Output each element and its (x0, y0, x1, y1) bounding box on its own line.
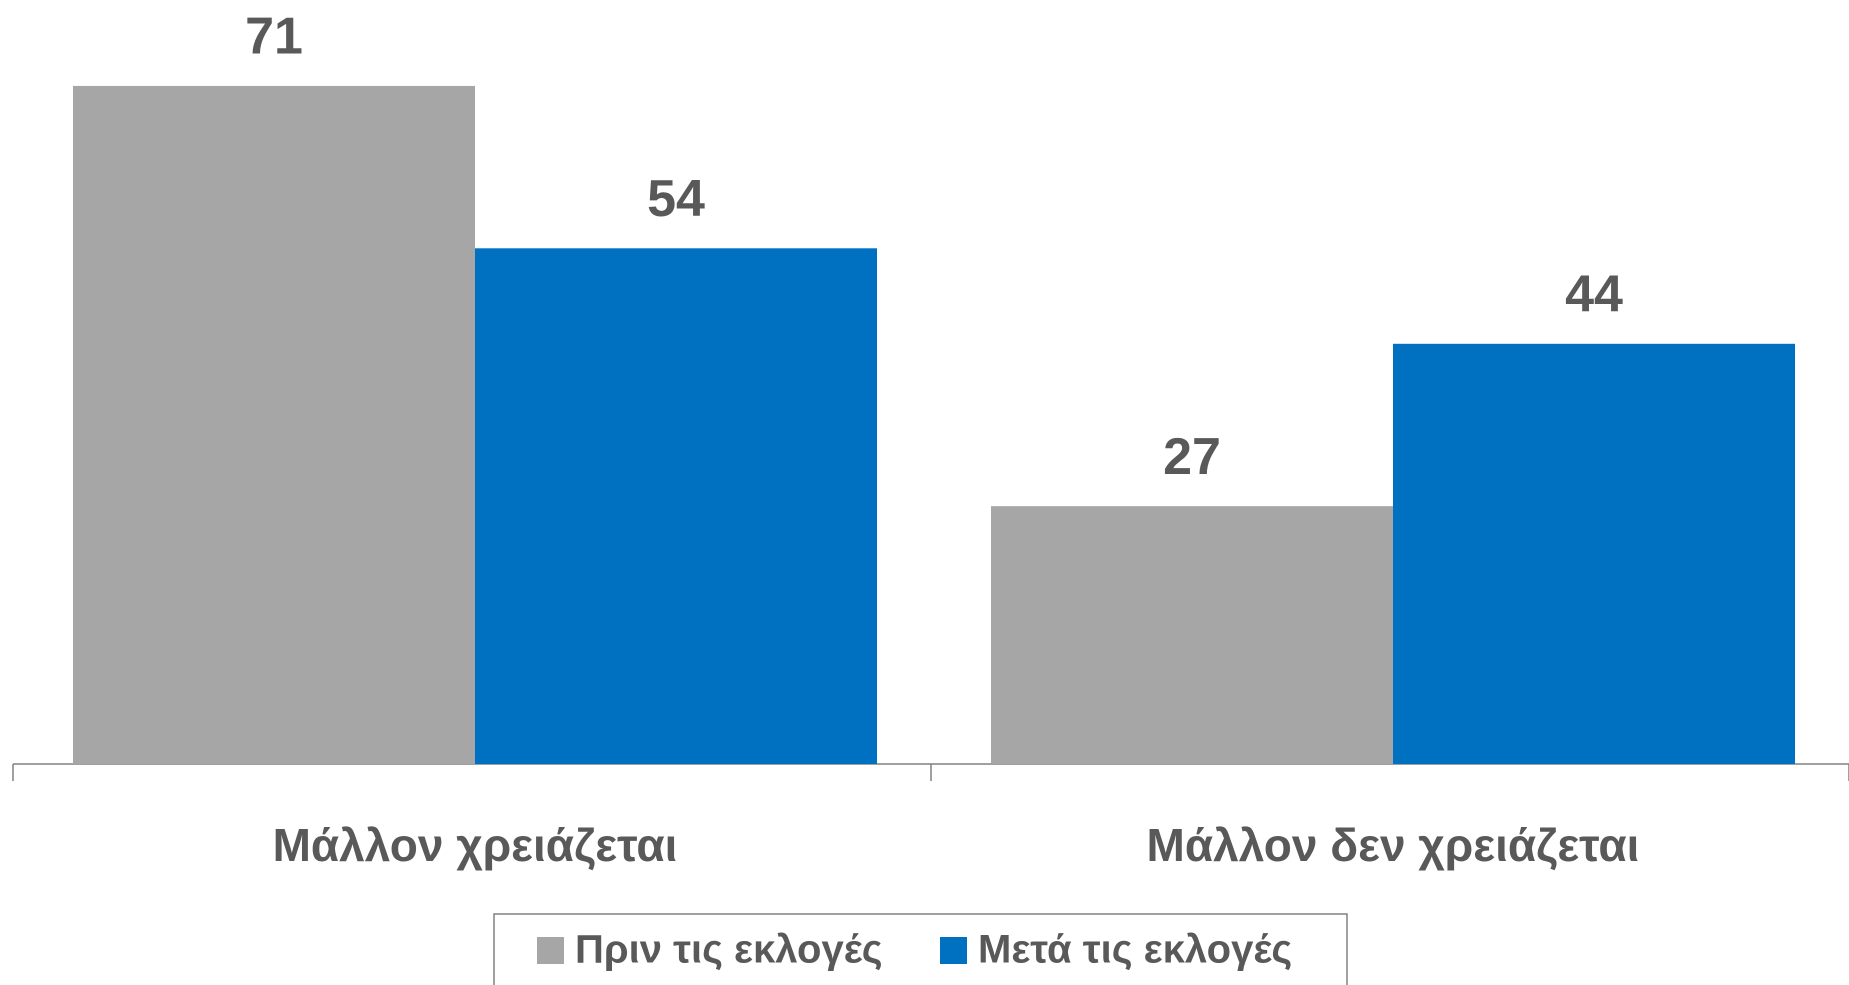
x-tick-label: Μάλλον δεν χρειάζεται (1147, 819, 1640, 871)
legend-label: Πριν τις εκλογές (575, 928, 883, 972)
bar (1393, 343, 1795, 764)
x-tick-label: Μάλλον χρειάζεται (273, 819, 678, 871)
data-label: 44 (1565, 266, 1623, 324)
legend-swatch (537, 937, 564, 964)
bar (475, 248, 877, 765)
legend-box (493, 913, 1348, 985)
legend-label: Μετά τις εκλογές (978, 928, 1292, 972)
data-label: 27 (1163, 428, 1221, 486)
data-label: 54 (647, 170, 705, 228)
legend-swatch (940, 937, 967, 964)
bar (73, 85, 475, 764)
bar (991, 506, 1393, 764)
data-label: 71 (245, 8, 303, 66)
